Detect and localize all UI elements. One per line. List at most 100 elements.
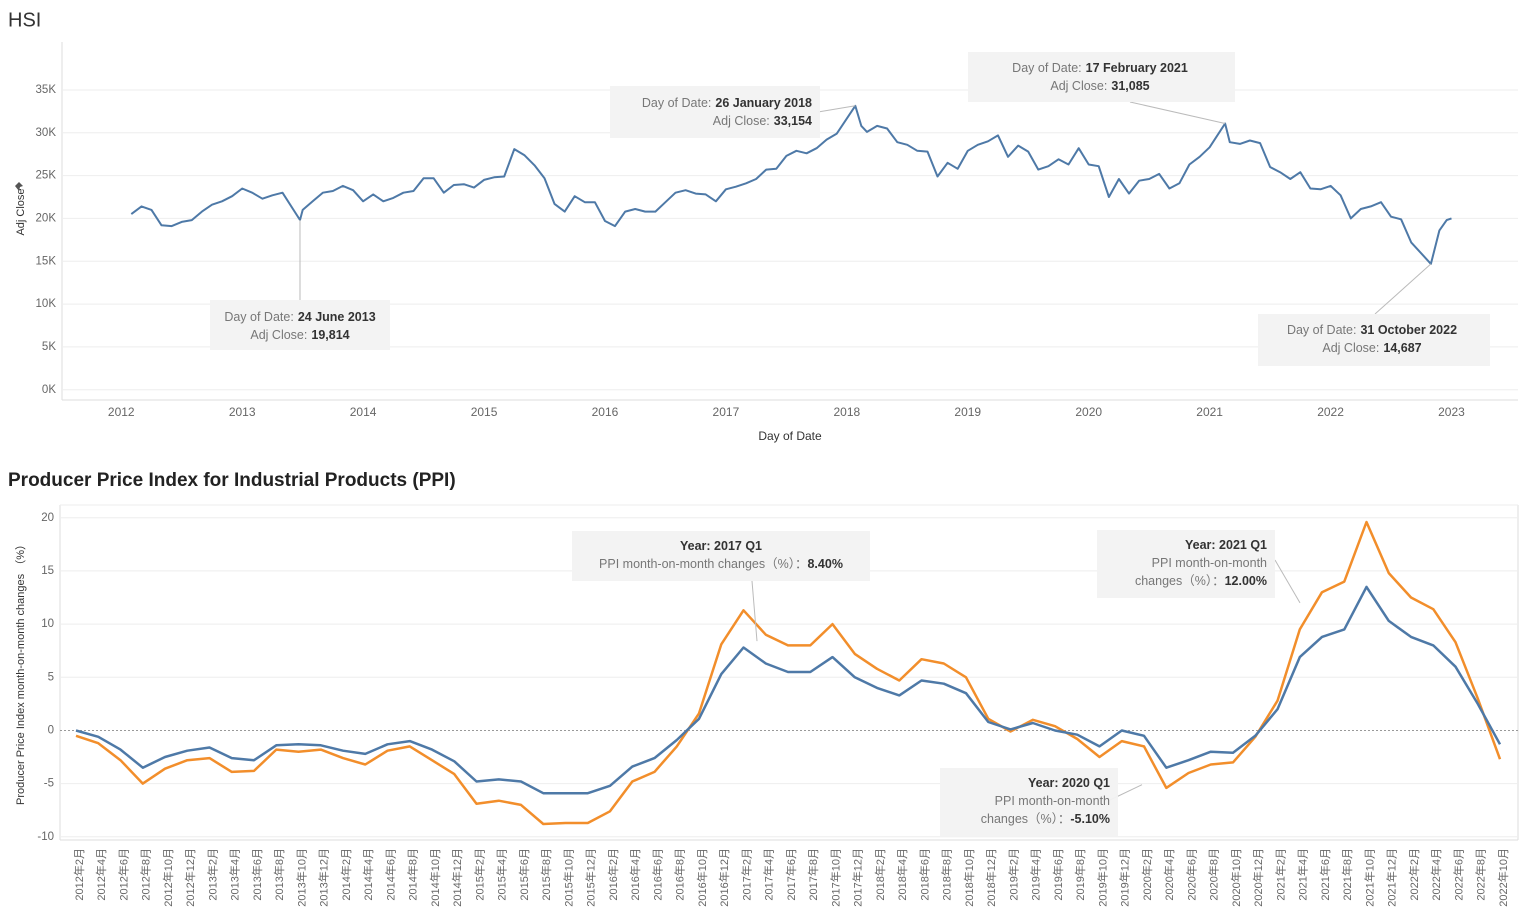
y-tick-label: 0K (42, 384, 56, 396)
y-tick-label: -10 (37, 831, 54, 843)
annotation-line: Day of Date: 24 June 2013 (224, 310, 375, 324)
y-tick-label: 10 (41, 618, 54, 630)
x-tick-label: 2015 (471, 405, 498, 419)
annotation-box (610, 86, 820, 138)
x-tick-label: 2018年10月 (962, 848, 976, 907)
annotation-connector (817, 105, 856, 113)
annotation-line: Adj Close: 33,154 (713, 114, 812, 128)
x-tick-label: 2015年4月 (495, 848, 509, 901)
x-tick-label: 2016年8月 (673, 848, 687, 901)
x-tick-label: 2017年10月 (828, 848, 842, 907)
x-tick-label: 2020 (1075, 405, 1102, 419)
x-tick-label: 2016年12月 (717, 848, 731, 907)
x-tick-label: 2013年6月 (250, 848, 264, 901)
x-tick-label: 2012年8月 (139, 848, 153, 901)
x-tick-label: 2016年2月 (606, 848, 620, 901)
x-tick-label: 2018年4月 (895, 848, 909, 901)
x-tick-label: 2015年12月 (584, 848, 598, 907)
annotation-connector (1129, 101, 1226, 124)
x-tick-label: 2014年10月 (428, 848, 442, 907)
x-tick-label: 2017年8月 (806, 848, 820, 901)
x-tick-label: 2017年12月 (851, 848, 865, 907)
annotation-box (1258, 314, 1490, 366)
annotation-value-row: PPI month-on-month changes（%）：8.40% (580, 555, 862, 573)
annotation-label: Day of Date: (1012, 61, 1081, 75)
annotation: Year: 2020 Q1 PPI month-on-month changes（… (940, 768, 1118, 836)
x-tick-label: 2017年4月 (762, 848, 776, 901)
x-tick-label: 2021年4月 (1296, 848, 1310, 901)
x-tick-label: 2015年6月 (517, 848, 531, 901)
annotation-line: Adj Close: 14,687 (1322, 341, 1421, 355)
x-tick-label: 2017年6月 (784, 848, 798, 901)
annotation-title-row: Year: 2020 Q1 (948, 774, 1110, 792)
hsi-x-title: Day of Date (758, 429, 822, 443)
x-tick-label: 2018年2月 (873, 848, 887, 901)
x-tick-label: 2017年2月 (739, 848, 753, 901)
ppi-y-title: Producer Price Index month-on-month chan… (14, 539, 27, 805)
x-tick-label: 2021 (1196, 405, 1223, 419)
x-tick-label: 2019年2月 (1006, 848, 1020, 901)
x-tick-label: 2020年8月 (1207, 848, 1221, 901)
x-tick-label: 2019年12月 (1118, 848, 1132, 907)
annotation-connector (751, 580, 758, 642)
x-tick-label: 2018 (833, 405, 860, 419)
annotation-line: Day of Date: 17 February 2021 (1012, 61, 1188, 75)
annotation-value: 12.00% (1224, 574, 1267, 588)
x-tick-label: 2018年12月 (984, 848, 998, 907)
annotation-value: 33,154 (774, 114, 812, 128)
x-tick-label: 2022年8月 (1474, 848, 1488, 901)
x-tick-label: 2013年2月 (205, 848, 219, 901)
annotation-value: 8.40% (807, 557, 843, 571)
y-tick-label: -5 (44, 778, 54, 790)
annotation-date: 17 February 2021 (1086, 61, 1188, 75)
y-tick-label: 15 (41, 565, 54, 577)
y-tick-label: 20 (41, 512, 54, 524)
annotation-value-row: PPI month-on-month changes（%）：-5.10% (948, 792, 1110, 828)
x-tick-label: 2017 (713, 405, 740, 419)
annotation-title-row: Year: 2017 Q1 (580, 537, 862, 555)
annotation-line: Adj Close: 31,085 (1050, 79, 1149, 93)
annotation-title-row: Year: 2021 Q1 (1105, 536, 1267, 554)
hsi-title: HSI (8, 9, 41, 31)
annotation-label: PPI month-on-month changes（%）： (599, 557, 808, 571)
x-tick-label: 2022年10月 (1496, 848, 1510, 907)
x-tick-label: 2022年2月 (1407, 848, 1421, 901)
annotation-line: Day of Date: 26 January 2018 (642, 96, 812, 110)
annotation-line: Adj Close: 19,814 (250, 328, 349, 342)
ppi-title: Producer Price Index for Industrial Prod… (8, 470, 456, 491)
annotation-label: Day of Date: (224, 310, 293, 324)
x-tick-label: 2012年6月 (116, 848, 130, 901)
annotation-value: 31,085 (1111, 79, 1149, 93)
x-tick-label: 2016年10月 (695, 848, 709, 907)
annotation-connector (1374, 263, 1432, 315)
x-tick-label: 2022 (1317, 405, 1344, 419)
annotation-label: PPI month-on-month changes（%）： (1134, 556, 1267, 588)
annotation-title: Year: 2020 Q1 (1027, 776, 1110, 790)
annotation-date: 26 January 2018 (715, 96, 812, 110)
x-tick-label: 2020年6月 (1184, 848, 1198, 901)
annotation-value-row: PPI month-on-month changes（%）：12.00% (1105, 554, 1267, 590)
annotation-label: Day of Date: (1287, 323, 1356, 337)
annotation-date: 24 June 2013 (298, 310, 376, 324)
annotation-label: Adj Close: (1050, 79, 1107, 93)
y-tick-label: 0 (48, 724, 54, 736)
x-tick-label: 2023 (1438, 405, 1465, 419)
annotation-box (968, 52, 1235, 102)
annotation: Year: 2021 Q1 PPI month-on-month changes（… (1097, 530, 1275, 598)
x-tick-label: 2016 (592, 405, 619, 419)
x-tick-label: 2014年4月 (361, 848, 375, 901)
x-tick-label: 2021年2月 (1273, 848, 1287, 901)
annotation-box: Year: 2017 Q1 PPI month-on-month changes（… (572, 531, 870, 581)
y-tick-label: 5 (48, 671, 54, 683)
x-tick-label: 2020年12月 (1251, 848, 1265, 907)
pin-icon (15, 182, 23, 191)
x-tick-label: 2015年2月 (472, 848, 486, 901)
annotation-box: Year: 2020 Q1 PPI month-on-month changes（… (940, 768, 1118, 836)
x-tick-label: 2021年10月 (1362, 848, 1376, 907)
annotation-value: -5.10% (1070, 812, 1110, 826)
annotation-box: Year: 2021 Q1 PPI month-on-month changes（… (1097, 530, 1275, 598)
annotation-title: Year: 2017 Q1 (679, 539, 762, 553)
x-tick-label: 2018年6月 (917, 848, 931, 901)
